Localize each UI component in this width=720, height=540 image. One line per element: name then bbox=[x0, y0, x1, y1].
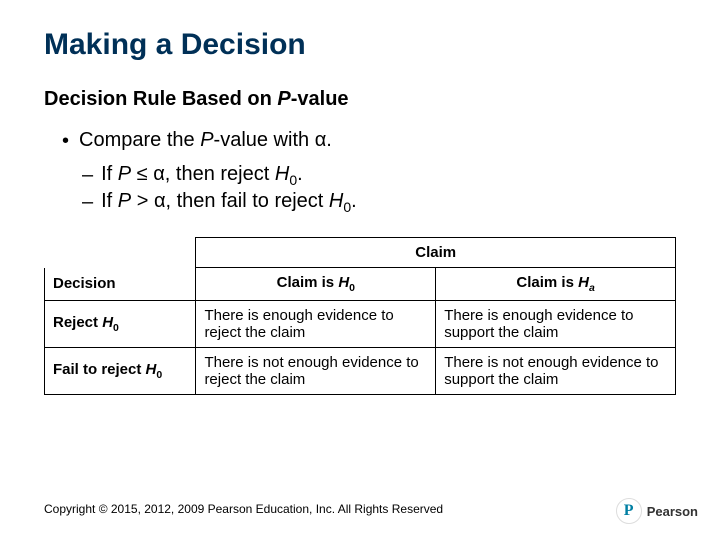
row2-label: Fail to reject H0 bbox=[45, 348, 196, 395]
row2-prefix: Fail to reject bbox=[53, 361, 146, 378]
bullet-icon: • bbox=[62, 129, 69, 153]
bullet-prefix: Compare the bbox=[79, 129, 200, 151]
bullet-text: Compare the P-value with α. bbox=[79, 129, 332, 152]
rule2-sub: 0 bbox=[343, 199, 351, 215]
rule1-alpha: α bbox=[153, 163, 165, 185]
rule1-then: , then reject bbox=[165, 163, 275, 185]
row1-h: H bbox=[102, 314, 113, 331]
rule1-p: P bbox=[118, 163, 131, 185]
logo-circle-icon: P bbox=[616, 498, 642, 524]
col2-prefix: Claim is bbox=[516, 274, 578, 291]
slide-title: Making a Decision bbox=[0, 0, 720, 62]
row1-cell1: There is enough evidence to reject the c… bbox=[196, 301, 436, 348]
row2-cell1: There is not enough evidence to reject t… bbox=[196, 348, 436, 395]
bullet-alpha: α bbox=[315, 129, 327, 151]
copyright-text: Copyright © 2015, 2012, 2009 Pearson Edu… bbox=[44, 502, 443, 516]
col1-h: H bbox=[338, 274, 349, 291]
rule2-end: . bbox=[351, 190, 357, 212]
dash-icon: – bbox=[82, 163, 93, 187]
rule1-h: H bbox=[275, 163, 289, 185]
table-row: Fail to reject H0 There is not enough ev… bbox=[45, 348, 676, 395]
slide-subtitle: Decision Rule Based on P-value bbox=[0, 62, 720, 111]
decision-table: Claim Decision Claim is H0 Claim is Ha R… bbox=[44, 237, 676, 395]
row2-cell2: There is not enough evidence to support … bbox=[436, 348, 676, 395]
bullet-p: P bbox=[200, 129, 213, 151]
col1-sub: 0 bbox=[349, 282, 355, 294]
col1-prefix: Claim is bbox=[277, 274, 339, 291]
logo-letter: P bbox=[624, 502, 634, 520]
rule1-text: If P ≤ α, then reject H0. bbox=[101, 163, 303, 188]
logo-text: Pearson bbox=[647, 504, 698, 519]
col-ha-header: Claim is Ha bbox=[436, 268, 676, 301]
col2-sub: a bbox=[589, 282, 595, 294]
decision-table-wrap: Claim Decision Claim is H0 Claim is Ha R… bbox=[44, 237, 676, 395]
rule2-if: If bbox=[101, 190, 118, 212]
dash-icon: – bbox=[82, 190, 93, 214]
table-row: Claim bbox=[45, 238, 676, 268]
table-row: Reject H0 There is enough evidence to re… bbox=[45, 301, 676, 348]
subtitle-pvalue: P bbox=[277, 88, 290, 110]
row1-prefix: Reject bbox=[53, 314, 102, 331]
rule2-text: If P > α, then fail to reject H0. bbox=[101, 190, 357, 215]
row2-h: H bbox=[146, 361, 157, 378]
rule2-h: H bbox=[329, 190, 343, 212]
rule2-alpha: α bbox=[154, 190, 166, 212]
bullet-mid: -value with bbox=[214, 129, 315, 151]
rule-2: – If P > α, then fail to reject H0. bbox=[82, 190, 720, 215]
rule1-op: ≤ bbox=[131, 163, 153, 185]
blank-cell bbox=[45, 238, 196, 268]
sublist: – If P ≤ α, then reject H0. – If P > α, … bbox=[0, 153, 720, 215]
col-h0-header: Claim is H0 bbox=[196, 268, 436, 301]
claim-header: Claim bbox=[196, 238, 676, 268]
row1-label: Reject H0 bbox=[45, 301, 196, 348]
subtitle-suffix: -value bbox=[291, 88, 349, 110]
decision-header: Decision bbox=[45, 268, 196, 301]
rule-1: – If P ≤ α, then reject H0. bbox=[82, 163, 720, 188]
row2-sub: 0 bbox=[156, 369, 162, 381]
rule2-p: P bbox=[118, 190, 131, 212]
row1-cell2: There is enough evidence to support the … bbox=[436, 301, 676, 348]
col2-h: H bbox=[578, 274, 589, 291]
rule1-end: . bbox=[297, 163, 303, 185]
pearson-logo: P Pearson bbox=[616, 498, 698, 524]
rule2-then: , then fail to reject bbox=[166, 190, 329, 212]
row1-sub: 0 bbox=[113, 322, 119, 334]
subtitle-prefix: Decision Rule Based on bbox=[44, 88, 277, 110]
bullet-end: . bbox=[326, 129, 332, 151]
rule1-if: If bbox=[101, 163, 118, 185]
bullet-list: • Compare the P-value with α. bbox=[0, 111, 720, 153]
rule1-sub: 0 bbox=[289, 172, 297, 188]
bullet-item: • Compare the P-value with α. bbox=[62, 129, 720, 153]
table-row: Decision Claim is H0 Claim is Ha bbox=[45, 268, 676, 301]
rule2-op: > bbox=[131, 190, 154, 212]
